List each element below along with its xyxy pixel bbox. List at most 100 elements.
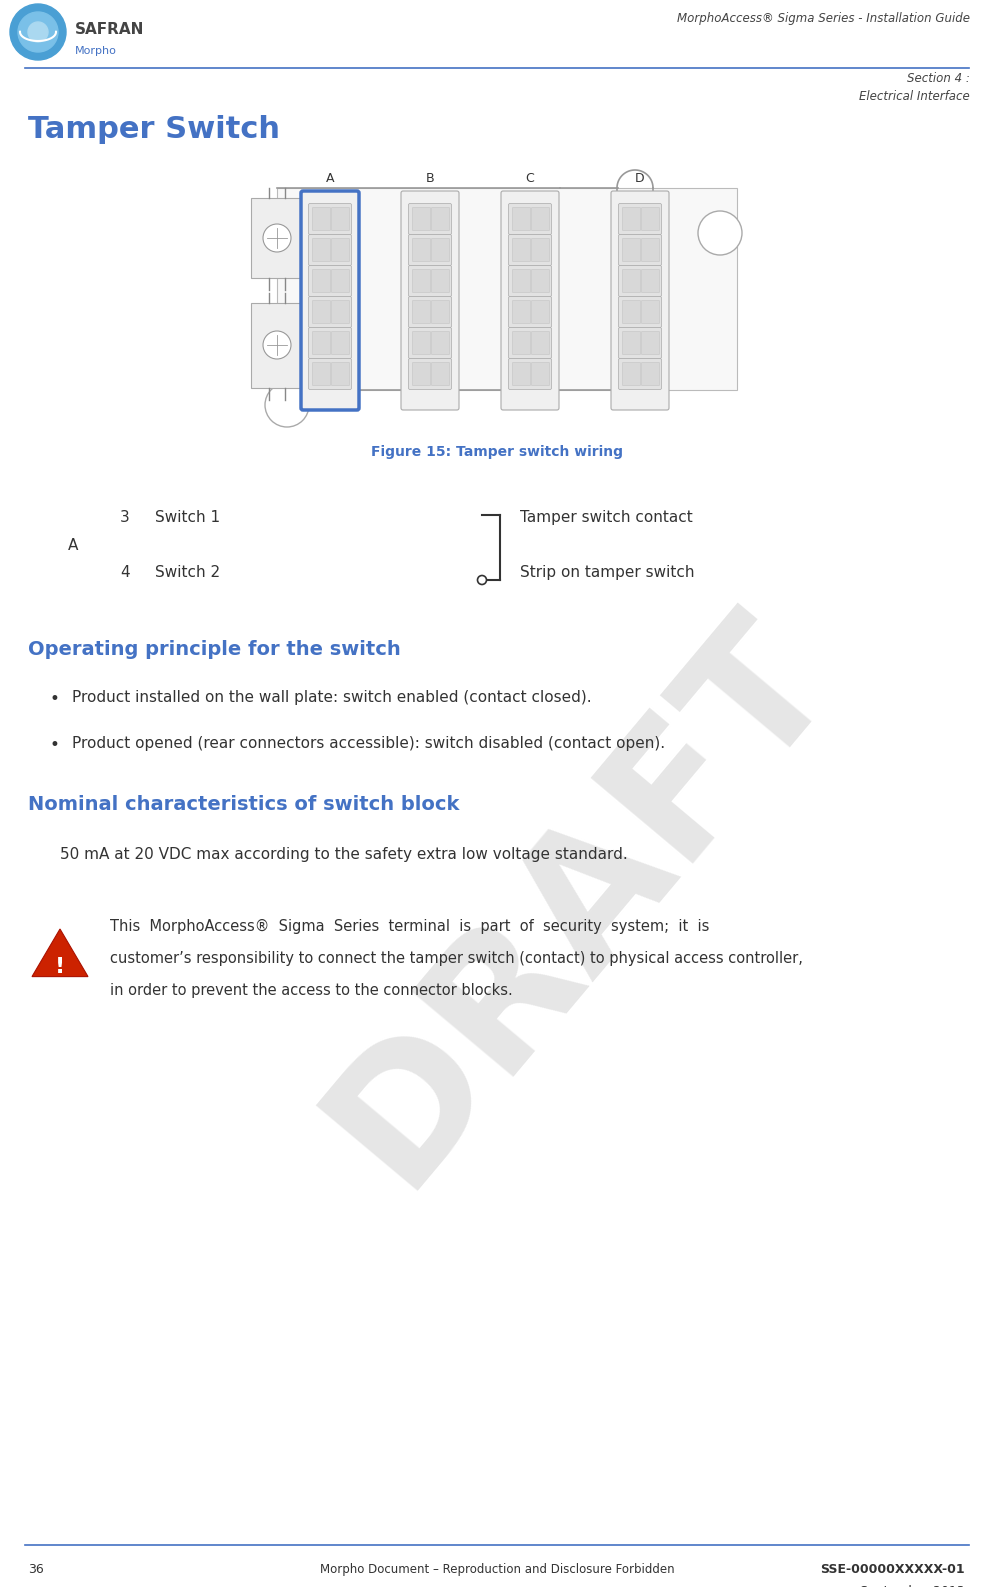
- Text: This  MorphoAccess®  Sigma  Series  terminal  is  part  of  security  system;  i: This MorphoAccess® Sigma Series terminal…: [110, 919, 710, 935]
- FancyBboxPatch shape: [332, 270, 350, 292]
- Text: 50 mA at 20 VDC max according to the safety extra low voltage standard.: 50 mA at 20 VDC max according to the saf…: [60, 847, 628, 862]
- FancyBboxPatch shape: [431, 300, 449, 324]
- Text: Morpho Document – Reproduction and Disclosure Forbidden: Morpho Document – Reproduction and Discl…: [320, 1563, 674, 1576]
- FancyBboxPatch shape: [413, 208, 430, 230]
- Circle shape: [10, 5, 66, 60]
- FancyBboxPatch shape: [409, 203, 451, 235]
- FancyBboxPatch shape: [532, 300, 550, 324]
- Text: Switch 2: Switch 2: [155, 565, 220, 579]
- FancyBboxPatch shape: [618, 235, 661, 265]
- Text: Tamper Switch: Tamper Switch: [28, 114, 280, 144]
- FancyBboxPatch shape: [501, 190, 559, 409]
- Text: SSE-00000XXXXX-01: SSE-00000XXXXX-01: [820, 1563, 965, 1576]
- FancyBboxPatch shape: [409, 359, 451, 389]
- Text: 1: 1: [405, 197, 412, 206]
- FancyBboxPatch shape: [532, 208, 550, 230]
- FancyBboxPatch shape: [308, 235, 352, 265]
- Text: 6: 6: [305, 397, 312, 406]
- FancyBboxPatch shape: [532, 238, 550, 262]
- Text: Product opened (rear connectors accessible): switch disabled (contact open).: Product opened (rear connectors accessib…: [72, 736, 665, 751]
- Text: MorphoAccess® Sigma Series - Installation Guide: MorphoAccess® Sigma Series - Installatio…: [677, 13, 970, 25]
- FancyBboxPatch shape: [618, 203, 661, 235]
- FancyBboxPatch shape: [509, 297, 552, 327]
- Text: 1: 1: [615, 197, 622, 206]
- Text: SAFRAN: SAFRAN: [75, 22, 144, 37]
- Circle shape: [265, 382, 309, 427]
- FancyBboxPatch shape: [622, 238, 640, 262]
- FancyBboxPatch shape: [622, 300, 640, 324]
- Text: DRAFT: DRAFT: [295, 586, 865, 1216]
- FancyBboxPatch shape: [277, 187, 737, 390]
- FancyBboxPatch shape: [641, 332, 659, 354]
- Text: Strip on tamper switch: Strip on tamper switch: [520, 565, 695, 579]
- FancyBboxPatch shape: [513, 270, 531, 292]
- FancyBboxPatch shape: [509, 203, 552, 235]
- FancyBboxPatch shape: [308, 297, 352, 327]
- Text: 4: 4: [120, 565, 129, 579]
- Text: in order to prevent the access to the connector blocks.: in order to prevent the access to the co…: [110, 982, 513, 998]
- Text: 36: 36: [28, 1563, 44, 1576]
- FancyBboxPatch shape: [312, 208, 330, 230]
- FancyBboxPatch shape: [332, 300, 350, 324]
- FancyBboxPatch shape: [513, 332, 531, 354]
- Text: 6: 6: [615, 397, 622, 406]
- FancyBboxPatch shape: [513, 362, 531, 386]
- Text: !: !: [55, 957, 65, 978]
- FancyBboxPatch shape: [409, 235, 451, 265]
- Text: D: D: [635, 171, 645, 186]
- Text: •: •: [50, 690, 60, 708]
- FancyBboxPatch shape: [308, 265, 352, 297]
- FancyBboxPatch shape: [509, 235, 552, 265]
- Text: •: •: [50, 736, 60, 754]
- Text: Electrical Interface: Electrical Interface: [859, 90, 970, 103]
- Text: customer’s responsibility to connect the tamper switch (contact) to physical acc: customer’s responsibility to connect the…: [110, 951, 803, 966]
- FancyBboxPatch shape: [312, 300, 330, 324]
- FancyBboxPatch shape: [641, 238, 659, 262]
- FancyBboxPatch shape: [308, 203, 352, 235]
- Text: Tamper switch contact: Tamper switch contact: [520, 509, 693, 525]
- Text: Switch 1: Switch 1: [155, 509, 220, 525]
- Text: Morpho: Morpho: [75, 46, 117, 56]
- FancyBboxPatch shape: [509, 327, 552, 359]
- Circle shape: [18, 13, 58, 52]
- FancyBboxPatch shape: [431, 208, 449, 230]
- Text: B: B: [425, 171, 434, 186]
- FancyBboxPatch shape: [622, 332, 640, 354]
- FancyBboxPatch shape: [409, 297, 451, 327]
- Circle shape: [263, 224, 291, 252]
- FancyBboxPatch shape: [622, 208, 640, 230]
- FancyBboxPatch shape: [401, 190, 459, 409]
- Text: Section 4 :: Section 4 :: [908, 71, 970, 86]
- FancyBboxPatch shape: [431, 362, 449, 386]
- Circle shape: [28, 22, 48, 41]
- FancyBboxPatch shape: [413, 238, 430, 262]
- Text: A: A: [326, 171, 334, 186]
- FancyBboxPatch shape: [431, 270, 449, 292]
- Text: Figure 15: Tamper switch wiring: Figure 15: Tamper switch wiring: [371, 444, 623, 459]
- FancyBboxPatch shape: [641, 208, 659, 230]
- FancyBboxPatch shape: [622, 270, 640, 292]
- FancyBboxPatch shape: [332, 362, 350, 386]
- FancyBboxPatch shape: [332, 332, 350, 354]
- Text: 1: 1: [305, 197, 312, 206]
- FancyBboxPatch shape: [413, 362, 430, 386]
- FancyBboxPatch shape: [251, 198, 303, 278]
- Text: 1: 1: [505, 197, 512, 206]
- FancyBboxPatch shape: [413, 270, 430, 292]
- FancyBboxPatch shape: [431, 238, 449, 262]
- FancyBboxPatch shape: [413, 332, 430, 354]
- FancyBboxPatch shape: [532, 362, 550, 386]
- Text: Nominal characteristics of switch block: Nominal characteristics of switch block: [28, 795, 459, 814]
- FancyBboxPatch shape: [308, 359, 352, 389]
- Text: Product installed on the wall plate: switch enabled (contact closed).: Product installed on the wall plate: swi…: [72, 690, 591, 705]
- FancyBboxPatch shape: [641, 300, 659, 324]
- Text: 6: 6: [405, 397, 412, 406]
- FancyBboxPatch shape: [532, 332, 550, 354]
- Text: September 2013: September 2013: [860, 1585, 965, 1587]
- Circle shape: [698, 211, 742, 256]
- FancyBboxPatch shape: [618, 359, 661, 389]
- FancyBboxPatch shape: [312, 362, 330, 386]
- Circle shape: [477, 576, 486, 584]
- Text: 6: 6: [505, 397, 512, 406]
- FancyBboxPatch shape: [622, 362, 640, 386]
